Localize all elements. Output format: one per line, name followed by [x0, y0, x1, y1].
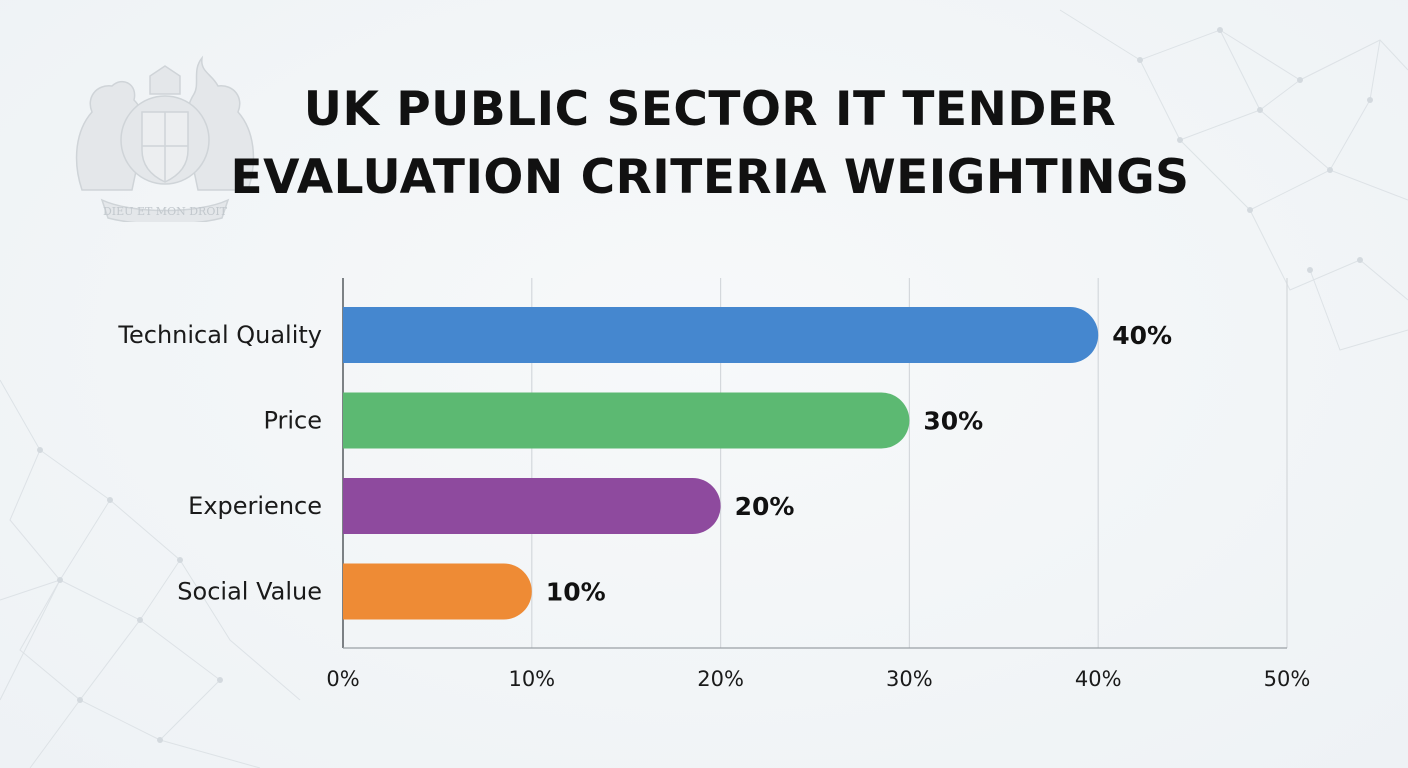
x-tick-label: 0%	[326, 667, 359, 691]
bar	[343, 392, 910, 449]
category-label: Price	[263, 407, 322, 435]
x-tick-label: 20%	[697, 667, 744, 691]
value-label: 30%	[923, 407, 983, 436]
chart-labels: 0% 10% 20% 30% 40% 50% Technical Quality 40% Pri…	[117, 321, 1310, 691]
x-tick-label: 30%	[886, 667, 933, 691]
x-tick-label: 10%	[508, 667, 555, 691]
category-label: Experience	[188, 492, 322, 520]
bar-base	[343, 392, 371, 449]
bar-base	[343, 563, 371, 620]
page-title: UK PUBLIC SECTOR IT TENDER EVALUATION CR…	[180, 76, 1240, 212]
x-tick-label: 40%	[1075, 667, 1122, 691]
title-line-1: UK PUBLIC SECTOR IT TENDER	[303, 82, 1117, 137]
value-label: 40%	[1112, 321, 1172, 350]
bar	[343, 563, 532, 620]
value-label: 10%	[546, 578, 606, 607]
category-label: Social Value	[177, 578, 322, 606]
bar	[343, 307, 1099, 363]
chart-bars	[343, 307, 1099, 620]
x-tick-label: 50%	[1264, 667, 1311, 691]
bar-base	[343, 307, 371, 363]
crest-motto: DIEU ET MON DROIT	[103, 205, 228, 218]
bar-base	[343, 478, 371, 534]
value-label: 20%	[735, 492, 795, 521]
royal-coat-of-arms-icon: DIEU ET MON DROIT	[75, 55, 255, 222]
bar	[343, 478, 721, 534]
category-label: Technical Quality	[117, 321, 322, 349]
title-line-2: EVALUATION CRITERIA WEIGHTINGS	[230, 150, 1190, 205]
